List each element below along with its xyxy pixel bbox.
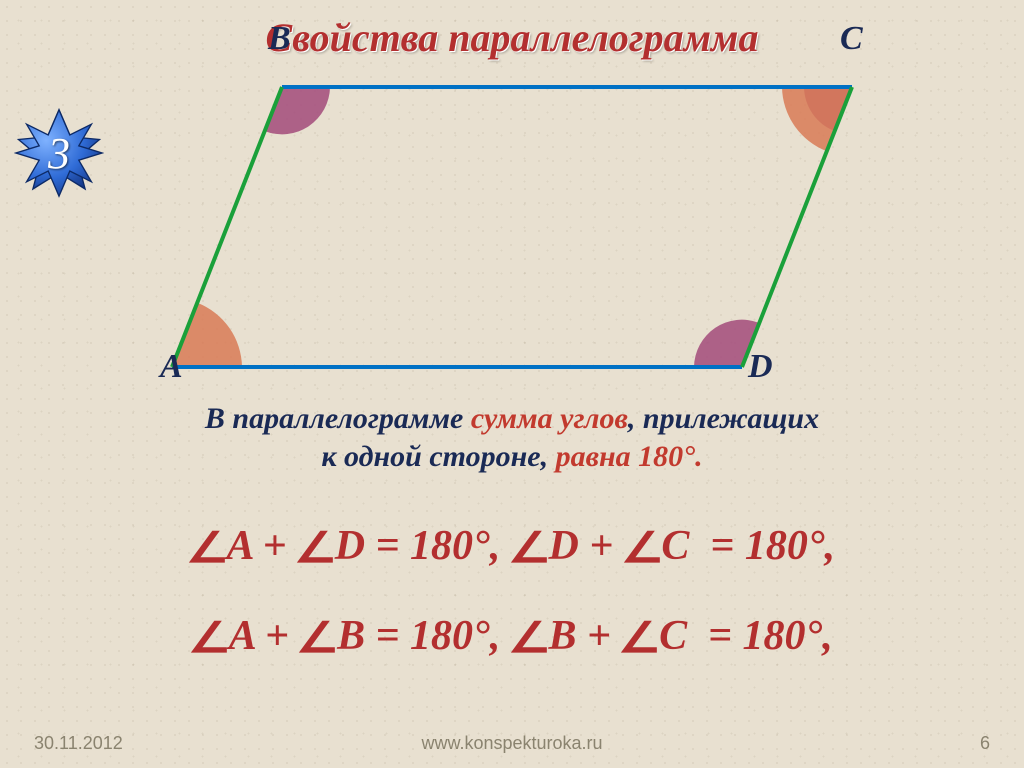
property-text-line1: В параллелограмме сумма углов, прилежащи… — [0, 402, 1024, 436]
parallelogram-figure: B C A D — [172, 62, 852, 392]
equation-row-1: ∠A + ∠D = 180°, ∠D + ∠C = 180°, — [0, 520, 1024, 570]
footer-page: 6 — [980, 733, 990, 754]
text-accent: равна 180°. — [556, 440, 703, 473]
equation-row-2: ∠A + ∠B = 180°, ∠B + ∠C = 180°, — [0, 610, 1024, 660]
footer-source: www.konspekturoka.ru — [0, 733, 1024, 754]
vertex-label-A: A — [160, 348, 183, 386]
vertex-label-D: D — [748, 348, 773, 386]
vertex-label-B: B — [268, 20, 291, 58]
text: , прилежащих — [628, 402, 819, 435]
property-text-line2: к одной стороне, равна 180°. — [0, 440, 1024, 474]
text: В параллелограмме — [205, 402, 471, 435]
slide-title: Свойства параллелограмма — [0, 14, 1024, 61]
vertex-label-C: C — [840, 20, 863, 58]
text: к одной стороне, — [321, 440, 555, 473]
slide-number-badge: 3 — [14, 108, 104, 198]
text-accent: сумма углов — [471, 402, 628, 435]
slide-number: 3 — [14, 108, 104, 198]
